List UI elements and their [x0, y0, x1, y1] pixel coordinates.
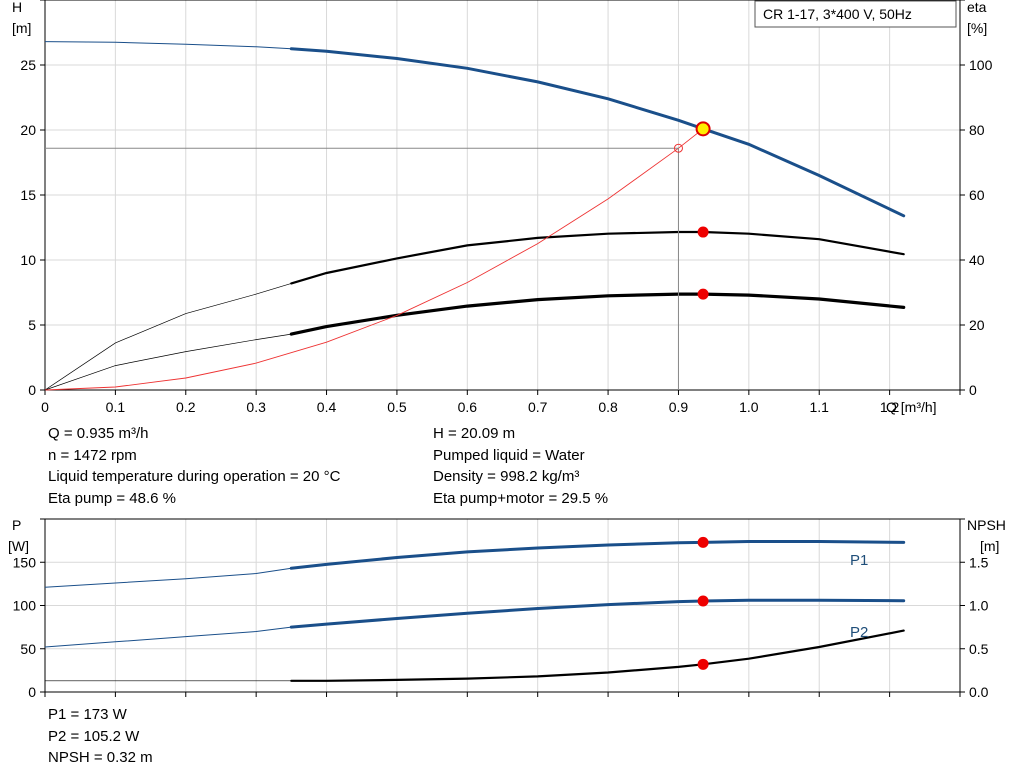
- top-y-right-tick-label: 60: [969, 187, 985, 203]
- bottom-series-0-line: [289, 540, 906, 570]
- bottom-series-0-line-thin: [44, 567, 292, 588]
- info-top-right: H = 20.09 m Pumped liquid = Water Densit…: [433, 423, 608, 509]
- top-x-tick-label: 0.4: [317, 399, 337, 415]
- bottom-y-right-tick-label: 0.0: [969, 684, 989, 700]
- bottom-y-left-tick-label: 150: [13, 554, 37, 570]
- top-y-left-tick-label: 10: [20, 252, 36, 268]
- bottom-y-right-tick-label: 1.0: [969, 598, 989, 614]
- top-y-left-tick-label: 5: [28, 317, 36, 333]
- top-series-2-line-thin: [44, 333, 292, 391]
- info-npsh: NPSH = 0.32 m: [48, 749, 153, 766]
- info-pumped-liquid: Pumped liquid = Water: [433, 446, 585, 464]
- x-axis-label: Q [m³/h]: [886, 399, 937, 415]
- bottom-duty-marker-2: [697, 658, 709, 670]
- series-label-p2: P2: [850, 624, 868, 641]
- top-y-left-tick-label: 0: [28, 382, 36, 398]
- top-duty-marker-2: [697, 288, 709, 300]
- info-head: H = 20.09 m: [433, 425, 516, 442]
- top-duty-marker-1: [697, 226, 709, 238]
- top-x-tick-label: 1.1: [809, 399, 829, 415]
- top-x-tick-label: 1.2: [880, 399, 900, 415]
- info-bottom: P1 = 173 W P2 = 105.2 W NPSH = 0.32 m: [48, 704, 153, 769]
- top-y-left-tick-label: 25: [20, 57, 36, 73]
- npsh-axis-label-top: NPSH: [967, 517, 1006, 533]
- info-p2: P2 = 105.2 W: [48, 727, 140, 745]
- top-x-tick-label: 0.8: [598, 399, 618, 415]
- y-right-label-unit: [%]: [967, 20, 987, 36]
- bottom-y-left-tick-label: 0: [28, 684, 36, 700]
- top-x-tick-label: 0.9: [669, 399, 689, 415]
- top-chart-grid: [44, 0, 961, 391]
- top-series-1-line: [290, 230, 905, 285]
- y-right-label-top: eta: [967, 0, 987, 15]
- bottom-series-1-line: [289, 598, 906, 629]
- bottom-duty-marker-1: [697, 595, 709, 607]
- top-y-right-tick-label: 20: [969, 317, 985, 333]
- bottom-chart-series: [44, 536, 906, 682]
- bottom-series-1-line-thin: [44, 626, 292, 648]
- top-x-tick-label: 0.1: [106, 399, 126, 415]
- top-open-marker: [673, 143, 683, 153]
- top-series-3-line: [44, 128, 704, 391]
- bottom-y-left-tick-label: 100: [13, 598, 37, 614]
- top-x-tick-label: 0.5: [387, 399, 407, 415]
- top-y-right-tick-label: 100: [969, 57, 993, 73]
- top-operating-point-marker: [695, 121, 711, 137]
- y-left-label-top: H: [12, 0, 22, 15]
- top-y-right-tick-label: 0: [969, 382, 977, 398]
- info-eta-pump: Eta pump = 48.6 %: [48, 489, 176, 507]
- top-y-left-tick-label: 20: [20, 122, 36, 138]
- top-y-right-tick-label: 40: [969, 252, 985, 268]
- series-label-p1: P1: [850, 552, 868, 569]
- bottom-y-left-tick-label: 50: [20, 641, 36, 657]
- info-eta-pump-motor: Eta pump+motor = 29.5 %: [433, 489, 609, 507]
- bottom-y-right-tick-label: 0.5: [969, 641, 989, 657]
- top-x-tick-label: 0.3: [246, 399, 266, 415]
- info-liquid-temperature: Liquid temperature during operation = 20…: [48, 468, 341, 485]
- p-axis-label-unit: [W]: [8, 538, 29, 554]
- bottom-y-right-tick-label: 1.5: [969, 554, 989, 570]
- top-y-right-tick-label: 80: [969, 122, 985, 138]
- top-x-tick-label: 0.2: [176, 399, 196, 415]
- bottom-series-2-line: [290, 629, 905, 682]
- info-p1: P1 = 173 W: [48, 706, 127, 723]
- top-series-0-line: [289, 47, 906, 218]
- info-flow-rate: Q = 0.935 m³/h: [48, 425, 149, 442]
- info-density: Density = 998.2 kg/m³: [433, 468, 580, 485]
- y-left-label-unit: [m]: [12, 20, 31, 36]
- bottom-duty-marker-0: [697, 536, 709, 548]
- info-top-left: Q = 0.935 m³/h n = 1472 rpm Liquid tempe…: [48, 423, 340, 509]
- top-y-left-tick-label: 15: [20, 187, 36, 203]
- top-x-tick-label: 1.0: [739, 399, 759, 415]
- bottom-chart-grid: [44, 518, 961, 693]
- title-box-text: CR 1-17, 3*400 V, 50Hz: [763, 6, 912, 22]
- top-x-tick-label: 0.6: [458, 399, 478, 415]
- top-series-1-line-thin: [44, 283, 292, 391]
- top-x-tick-label: 0: [41, 399, 49, 415]
- title-box: CR 1-17, 3*400 V, 50Hz: [754, 0, 957, 28]
- top-chart-series: [44, 41, 906, 391]
- info-speed: n = 1472 rpm: [48, 446, 137, 464]
- top-series-2-line: [289, 292, 906, 336]
- p-axis-label-top: P: [12, 517, 21, 533]
- top-series-0-line-thin: [44, 41, 292, 50]
- top-x-tick-label: 0.7: [528, 399, 548, 415]
- npsh-axis-label-unit: [m]: [980, 538, 999, 554]
